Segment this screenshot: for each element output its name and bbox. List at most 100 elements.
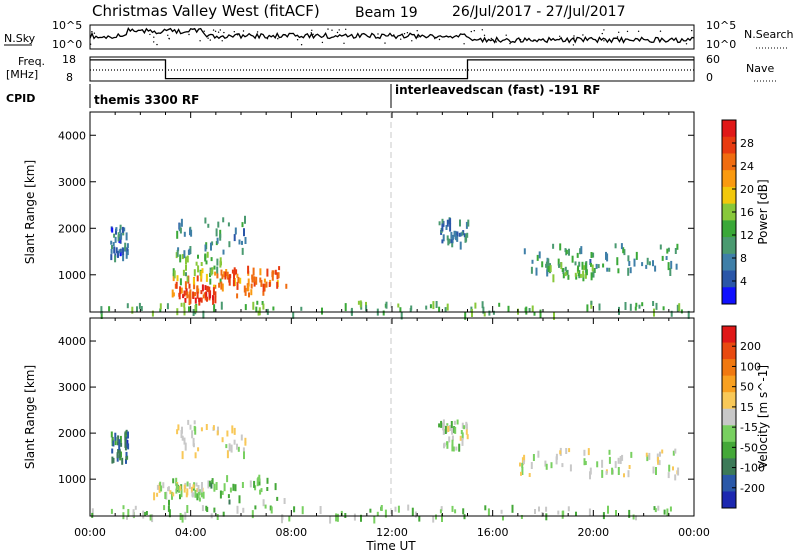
velocity-cell [448,436,451,443]
velocity-cell [233,439,236,445]
velocity-cell [544,460,547,467]
power-cell [560,262,563,270]
nsearch-point [532,39,535,41]
power-cell [589,259,592,265]
velocity-cell [194,452,197,459]
velocity-cell [661,449,664,454]
velocity-cell [623,473,625,478]
power-cell [115,227,118,232]
power-cell [122,254,125,262]
power-cell [216,258,219,266]
velocity-cell [521,462,524,468]
velocity-cell [672,466,674,471]
power-cell [593,268,596,273]
power-colorbar-tick-label: 4 [740,275,747,288]
nsearch-point [209,39,211,41]
velocity-colorbar-tick-label: -15 [740,421,758,434]
velocity-cell [181,451,184,460]
velocity-cell [191,491,194,497]
power-cell [219,233,222,241]
power-cell [624,302,627,310]
nsearch-point [300,44,303,46]
power-cell [131,306,134,314]
velocity-cell [145,511,148,515]
nsearch-point [626,30,629,33]
power-cell [464,311,467,320]
power-cell [213,304,216,313]
velocity-cell [226,475,229,483]
power-cell [244,304,247,311]
power-cell [262,283,265,292]
nave-label: Nave [746,62,774,75]
power-cell [583,265,586,271]
power-cell [564,272,567,277]
power-cell [255,306,258,313]
power-cell [321,307,323,315]
velocity-cell [114,432,117,441]
velocity-cell [446,441,449,446]
power-cell [226,271,229,278]
velocity-cell [451,444,454,452]
velocity-cell [663,509,666,515]
power-cell [227,222,230,227]
velocity-cell [414,511,417,518]
velocity-cell [465,423,468,430]
x-tick-label: 08:00 [275,526,307,539]
power-cell [188,248,191,255]
nsearch-point [559,35,561,37]
velocity-cell [528,473,531,477]
power-cell [536,254,539,261]
power-cell [444,307,447,313]
power-cell [194,305,197,313]
velocity-cell [116,441,119,446]
power-cell [117,250,119,258]
velocity-cell [181,435,184,441]
power-cell [220,301,223,310]
nsky-frame [89,24,695,50]
power-cell [110,254,113,261]
velocity-cell [538,506,540,512]
velocity-cell [451,505,454,512]
velocity-cell [461,422,464,429]
power-cell [465,233,468,242]
power-cell [176,249,179,257]
power-cluster [110,224,129,263]
nsearch-point [331,29,333,31]
power-cell [474,302,477,309]
velocity-cell [189,424,192,430]
velocity-cell [589,467,592,475]
power-cell [590,262,592,267]
velocity-cell [588,508,591,516]
power-cell [535,267,538,276]
nsearch-point [505,34,507,36]
nsearch-point [91,31,93,33]
power-cell [247,278,250,287]
power-cell [194,292,196,297]
power-cell [456,234,459,242]
power-cell [590,300,593,305]
power-cell [119,237,122,244]
power-y-axis: 1000 2000 3000 4000 [58,112,695,312]
power-cell [257,310,260,316]
velocity-cell [456,419,459,425]
nsearch-point [207,37,209,39]
power-cell [448,238,451,244]
power-cell [449,218,452,225]
nsearch-point [574,40,577,43]
velocity-panel: 1000 2000 3000 4000 Slant Range [km] 200 100… [23,317,770,524]
velocity-cell [197,447,200,452]
power-cell [214,291,217,298]
power-cell [533,311,536,316]
power-cell [201,284,204,292]
velocity-cell [114,437,117,446]
nsearch-point [403,33,406,35]
power-cell [220,261,222,266]
velocity-cell [124,446,127,451]
velocity-cell [619,456,622,464]
velocity-cell [156,492,159,497]
velocity-cell [124,439,127,448]
power-cell [206,251,209,258]
power-cell [209,278,212,285]
power-cell [202,294,205,299]
power-cell [627,267,630,276]
